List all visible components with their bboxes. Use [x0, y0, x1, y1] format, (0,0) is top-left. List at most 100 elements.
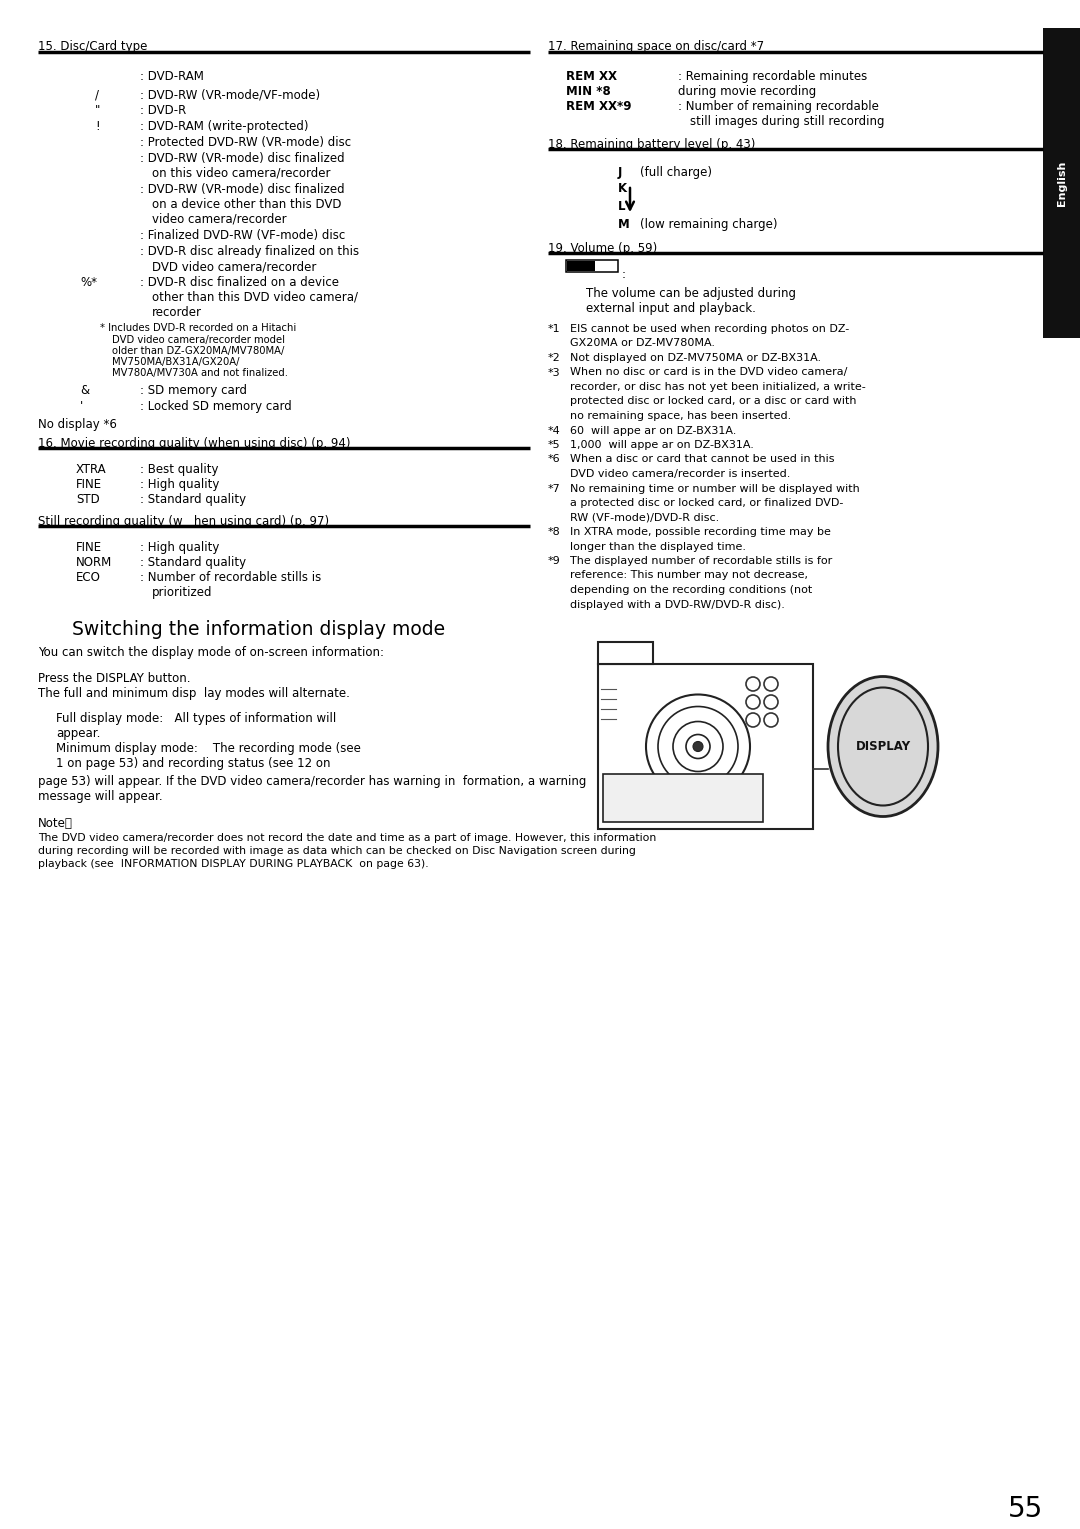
Ellipse shape [838, 688, 928, 806]
Text: GX20MA or DZ-MV780MA.: GX20MA or DZ-MV780MA. [570, 338, 715, 349]
Text: playback (see  INFORMATION DISPLAY DURING PLAYBACK  on page 63).: playback (see INFORMATION DISPLAY DURING… [38, 859, 429, 868]
Text: : Number of recordable stills is: : Number of recordable stills is [140, 570, 321, 584]
Text: page 53) will appear. If the DVD video camera/recorder has warning in  formation: page 53) will appear. If the DVD video c… [38, 775, 586, 787]
Text: 1 on page 53) and recording status (see 12 on: 1 on page 53) and recording status (see … [56, 757, 330, 771]
Text: REM XX*9: REM XX*9 [566, 99, 632, 113]
Text: : Number of remaining recordable: : Number of remaining recordable [678, 99, 879, 113]
Text: DVD video camera/recorder: DVD video camera/recorder [152, 260, 316, 274]
Text: *8: *8 [548, 528, 561, 537]
Text: displayed with a DVD-RW/DVD-R disc).: displayed with a DVD-RW/DVD-R disc). [570, 599, 785, 610]
Text: recorder: recorder [152, 306, 202, 320]
Text: DVD video camera/recorder model: DVD video camera/recorder model [112, 335, 285, 346]
Text: L: L [618, 200, 625, 213]
Text: : DVD-RW (VR-mode/VF-mode): : DVD-RW (VR-mode/VF-mode) [140, 89, 320, 101]
Circle shape [693, 742, 703, 751]
Text: MV750MA/BX31A/GX20A/: MV750MA/BX31A/GX20A/ [112, 356, 240, 367]
Text: : DVD-R disc already finalized on this: : DVD-R disc already finalized on this [140, 245, 360, 258]
Text: : High quality: : High quality [140, 479, 219, 491]
Text: MV780A/MV730A and not finalized.: MV780A/MV730A and not finalized. [112, 368, 288, 378]
Text: : Remaining recordable minutes: : Remaining recordable minutes [678, 70, 867, 83]
Bar [598, 664, 813, 829]
Text: older than DZ-GX20MA/MV780MA/: older than DZ-GX20MA/MV780MA/ [112, 346, 284, 356]
Text: 60  will appe ar on DZ-BX31A.: 60 will appe ar on DZ-BX31A. [570, 425, 737, 436]
Text: When a disc or card that cannot be used in this: When a disc or card that cannot be used … [570, 454, 835, 465]
Text: Minimum display mode:    The recording mode (see: Minimum display mode: The recording mode… [56, 742, 361, 755]
Text: FINE: FINE [76, 541, 103, 553]
Text: Still recording quality (w   hen using card) (p. 97): Still recording quality (w hen using car… [38, 515, 329, 528]
Text: XTRA: XTRA [76, 463, 107, 476]
Text: *4: *4 [548, 425, 561, 436]
Text: The volume can be adjusted during: The volume can be adjusted during [586, 287, 796, 300]
Text: DVD video camera/recorder is inserted.: DVD video camera/recorder is inserted. [570, 469, 791, 479]
Text: other than this DVD video camera/: other than this DVD video camera/ [152, 291, 357, 304]
Text: *1: *1 [548, 324, 561, 333]
Text: ECO: ECO [76, 570, 100, 584]
Text: video camera/recorder: video camera/recorder [152, 213, 286, 226]
Text: J: J [618, 167, 622, 179]
Text: longer than the displayed time.: longer than the displayed time. [570, 541, 746, 552]
Text: during recording will be recorded with image as data which can be checked on Dis: during recording will be recorded with i… [38, 846, 636, 856]
Text: : SD memory card: : SD memory card [140, 384, 247, 398]
Text: : Best quality: : Best quality [140, 463, 218, 476]
Text: /: / [95, 89, 99, 101]
Text: !: ! [95, 119, 99, 133]
Text: : DVD-RAM (write-protected): : DVD-RAM (write-protected) [140, 119, 309, 133]
Text: In XTRA mode, possible recording time may be: In XTRA mode, possible recording time ma… [570, 528, 831, 537]
Text: : Protected DVD-RW (VR-mode) disc: : Protected DVD-RW (VR-mode) disc [140, 136, 351, 148]
Text: 55: 55 [1008, 1495, 1043, 1523]
Text: Note：: Note： [38, 816, 72, 830]
Text: The full and minimum disp  lay modes will alternate.: The full and minimum disp lay modes will… [38, 687, 350, 700]
Text: M: M [618, 219, 630, 231]
Text: ": " [95, 104, 100, 118]
Text: : DVD-RW (VR-mode) disc finalized: : DVD-RW (VR-mode) disc finalized [140, 151, 345, 165]
Text: You can switch the display mode of on-screen information:: You can switch the display mode of on-sc… [38, 645, 384, 659]
Text: on a device other than this DVD: on a device other than this DVD [152, 197, 341, 211]
Text: *2: *2 [548, 353, 561, 362]
Text: 16. Movie recording quality (when using disc) (p. 94): 16. Movie recording quality (when using … [38, 437, 351, 450]
Bar [1043, 28, 1080, 338]
Text: The DVD video camera/recorder does not record the date and time as a part of ima: The DVD video camera/recorder does not r… [38, 833, 657, 842]
Text: When no disc or card is in the DVD video camera/: When no disc or card is in the DVD video… [570, 367, 848, 378]
Text: No remaining time or number will be displayed with: No remaining time or number will be disp… [570, 483, 860, 494]
Text: Switching the information display mode: Switching the information display mode [72, 619, 445, 639]
Text: (full charge): (full charge) [640, 167, 712, 179]
Text: The displayed number of recordable stills is for: The displayed number of recordable still… [570, 557, 833, 566]
Text: : Standard quality: : Standard quality [140, 492, 246, 506]
Text: STD: STD [76, 492, 99, 506]
Text: 18. Remaining battery level (p. 43): 18. Remaining battery level (p. 43) [548, 138, 755, 151]
Text: MIN *8: MIN *8 [566, 86, 611, 98]
Text: RW (VF-mode)/DVD-R disc.: RW (VF-mode)/DVD-R disc. [570, 512, 719, 523]
Text: appear.: appear. [56, 726, 100, 740]
Text: external input and playback.: external input and playback. [586, 303, 756, 315]
Text: English: English [1056, 161, 1067, 206]
Text: *3: *3 [548, 367, 561, 378]
Text: :: : [622, 268, 626, 281]
Text: : DVD-RAM: : DVD-RAM [140, 70, 204, 83]
Text: *6: *6 [548, 454, 561, 465]
Text: : DVD-RW (VR-mode) disc finalized: : DVD-RW (VR-mode) disc finalized [140, 183, 345, 196]
Text: * Includes DVD-R recorded on a Hitachi: * Includes DVD-R recorded on a Hitachi [100, 323, 296, 333]
Text: *9: *9 [548, 557, 561, 566]
Text: FINE: FINE [76, 479, 103, 491]
Text: message will appear.: message will appear. [38, 790, 163, 803]
Text: DISPLAY: DISPLAY [855, 740, 910, 752]
Text: on this video camera/recorder: on this video camera/recorder [152, 167, 330, 180]
Text: reference: This number may not decrease,: reference: This number may not decrease, [570, 570, 808, 581]
Text: : Locked SD memory card: : Locked SD memory card [140, 401, 292, 413]
Text: prioritized: prioritized [152, 586, 213, 599]
Text: 19. Volume (p. 59): 19. Volume (p. 59) [548, 242, 658, 255]
Text: No display *6: No display *6 [38, 417, 117, 431]
Text: Press the DISPLAY button.: Press the DISPLAY button. [38, 673, 190, 685]
Bar [567, 261, 595, 271]
Text: : Finalized DVD-RW (VF-mode) disc: : Finalized DVD-RW (VF-mode) disc [140, 229, 346, 242]
Text: protected disc or locked card, or a disc or card with: protected disc or locked card, or a disc… [570, 396, 856, 407]
Text: Not displayed on DZ-MV750MA or DZ-BX31A.: Not displayed on DZ-MV750MA or DZ-BX31A. [570, 353, 821, 362]
Text: no remaining space, has been inserted.: no remaining space, has been inserted. [570, 411, 792, 420]
Text: recorder, or disc has not yet been initialized, a write-: recorder, or disc has not yet been initi… [570, 382, 866, 391]
Text: depending on the recording conditions (not: depending on the recording conditions (n… [570, 586, 812, 595]
Text: *5: *5 [548, 440, 561, 450]
Text: Full display mode:   All types of information will: Full display mode: All types of informat… [56, 713, 336, 725]
Bar [566, 260, 618, 272]
Text: 17. Remaining space on disc/card *7: 17. Remaining space on disc/card *7 [548, 40, 765, 54]
Text: REM XX: REM XX [566, 70, 617, 83]
